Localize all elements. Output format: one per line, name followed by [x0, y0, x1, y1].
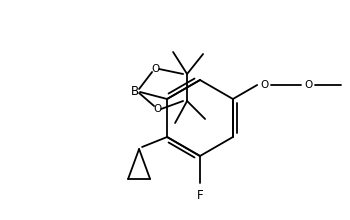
Text: O: O [153, 104, 161, 114]
Text: B: B [131, 84, 139, 97]
Text: O: O [260, 80, 268, 90]
Text: O: O [304, 80, 313, 90]
Text: O: O [151, 64, 159, 74]
Text: F: F [197, 189, 203, 202]
